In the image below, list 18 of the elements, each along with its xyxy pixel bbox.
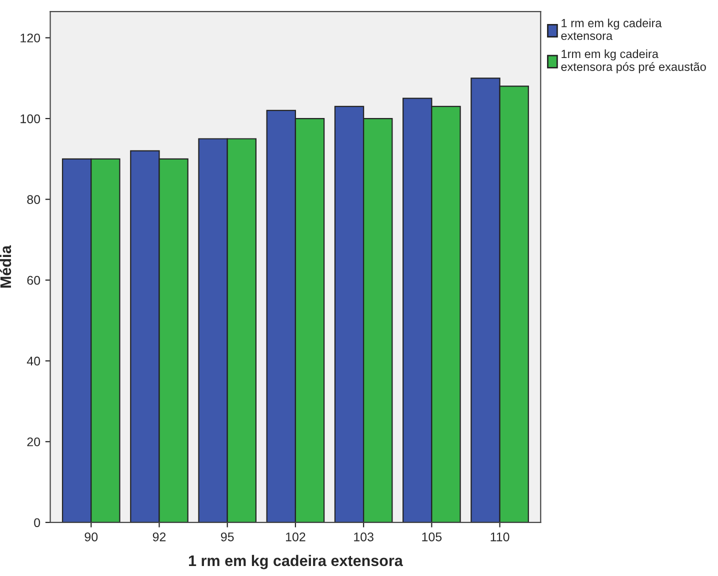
x-tick-label: 102	[286, 532, 306, 542]
y-axis-title: Média	[0, 245, 12, 288]
x-tick-label: 103	[354, 532, 374, 542]
y-tick-label: 40	[26, 356, 40, 366]
y-tick-label: 60	[27, 276, 40, 285]
y-tick-label: 0	[34, 518, 40, 528]
y-tick-label: 120	[20, 34, 40, 42]
y-tick-label: 20	[27, 437, 40, 446]
legend-label: 1rm em kg cadeira extensora pós pré exaustão	[561, 49, 706, 74]
x-tick-label: 105	[422, 532, 442, 542]
x-tick-label: 92	[152, 532, 166, 542]
x-tick-label: 95	[220, 532, 234, 542]
y-tick-label: 100	[20, 114, 40, 124]
x-axis-title: 1 rm em kg cadeira extensora	[189, 554, 403, 570]
y-tick-label: 80	[27, 195, 40, 204]
x-tick-label: 110	[490, 532, 510, 542]
legend-label: 1 rm em kg cadeira extensora	[561, 18, 662, 40]
x-tick-label: 90	[84, 532, 98, 542]
